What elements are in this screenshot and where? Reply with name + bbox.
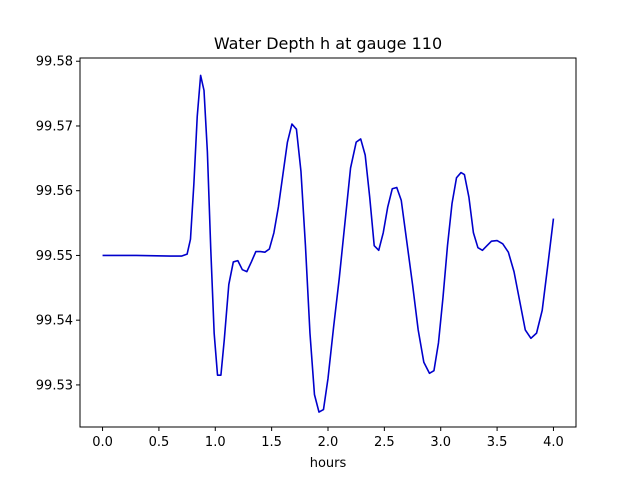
y-tick-label: 99.54 [36, 314, 73, 329]
x-tick-label: 2.0 [318, 435, 339, 450]
y-tick-label: 99.58 [36, 55, 73, 70]
x-tick-label: 4.0 [543, 435, 564, 450]
x-axis: 0.0 0.5 1.0 1.5 2.0 2.5 3.0 3.5 4.0 [92, 427, 564, 450]
x-tick-label: 2.5 [374, 435, 395, 450]
plot-frame [79, 57, 577, 428]
x-tick-label: 1.0 [205, 435, 226, 450]
chart-title: Water Depth h at gauge 110 [214, 34, 442, 53]
y-axis: 99.53 99.54 99.55 99.56 99.57 99.58 [36, 55, 80, 393]
x-tick-label: 3.5 [487, 435, 508, 450]
y-tick-label: 99.55 [36, 249, 73, 264]
y-tick-label: 99.57 [36, 119, 73, 134]
x-axis-label: hours [310, 456, 347, 471]
plot-area [102, 74, 555, 413]
x-tick-label: 0.5 [149, 435, 170, 450]
x-tick-label: 1.5 [261, 435, 282, 450]
x-tick-label: 0.0 [92, 435, 113, 450]
series-line-0 [102, 74, 555, 413]
y-tick-label: 99.56 [36, 184, 73, 199]
y-tick-label: 99.53 [36, 378, 73, 393]
x-tick-label: 3.0 [430, 435, 451, 450]
